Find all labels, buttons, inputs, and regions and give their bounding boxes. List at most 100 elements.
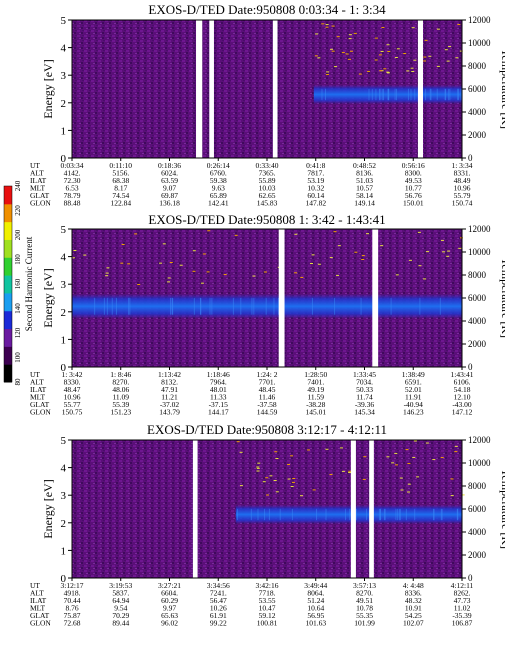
y-right-tick-label: 6000 — [468, 504, 487, 514]
y-tick-label: 4 — [61, 463, 67, 475]
table-cell: 65.89 — [210, 191, 227, 200]
speckle — [290, 455, 294, 457]
speckle — [105, 272, 109, 274]
speckle — [179, 264, 183, 266]
band-streak — [171, 297, 173, 315]
table-cell: 70.44 — [64, 596, 81, 605]
table-cell: 11.33 — [210, 393, 227, 402]
speckle — [167, 281, 171, 283]
speckle — [347, 58, 351, 60]
band-streak — [383, 508, 385, 521]
speckle — [207, 230, 211, 232]
band-streak — [410, 88, 412, 101]
table-cell: 6106. — [454, 378, 471, 387]
table-cell: 101.63 — [305, 619, 326, 628]
y-axis-label: Energy [eV] — [41, 479, 55, 538]
orbit-table: UT 3:12:17 3:19:53 3:27:21 3:34:56 3:42:16 3:4… — [30, 581, 474, 628]
y-axis-label: Energy [eV] — [41, 59, 55, 118]
data-gap — [209, 20, 214, 158]
table-cell: 5156. — [112, 169, 129, 178]
speckle — [454, 451, 458, 453]
speckle — [455, 57, 459, 59]
table-cell: 100.81 — [257, 619, 278, 628]
speckle — [275, 491, 279, 493]
row-label: GLON — [30, 619, 51, 628]
y-right-tick-label: 2000 — [468, 130, 487, 140]
speckle — [411, 70, 415, 72]
band-streak — [440, 508, 442, 521]
orbit-table: UT 1: 3:42 1: 8:46 1:13:42 1:18:46 1:24: 2 1:2… — [30, 370, 474, 417]
speckle — [348, 472, 352, 474]
colorbar-frame — [3, 185, 13, 383]
speckle — [159, 262, 163, 264]
colorbar-segment — [4, 203, 12, 223]
band-streak — [349, 508, 351, 521]
y-tick-label: 4 — [61, 43, 67, 55]
speckle — [450, 478, 454, 480]
speckle — [309, 262, 313, 264]
colorbar-segment — [4, 257, 12, 276]
table-cell: 74.54 — [112, 191, 129, 200]
colorbar-tick-label: 120 — [14, 327, 22, 338]
speckle — [257, 462, 261, 464]
speckle — [387, 50, 391, 52]
colorbar-tick-label: 160 — [14, 278, 22, 289]
speckle — [457, 24, 461, 26]
speckle — [379, 70, 383, 72]
table-cell: 6.53 — [65, 184, 78, 193]
table-cell: 88.48 — [64, 199, 81, 208]
speckle — [341, 52, 345, 54]
colorbar-tick-label: 140 — [14, 303, 22, 314]
orbit-table: UT 0:03:34 0:11:10 0:18:36 0:26:14 0:33:40 0:4… — [30, 161, 473, 208]
data-gap — [278, 229, 285, 367]
speckle — [403, 53, 407, 55]
table-cell: 52.01 — [405, 385, 422, 394]
speckle — [167, 277, 171, 279]
table-cell: 51.24 — [307, 596, 324, 605]
table-cell: 151.23 — [110, 408, 131, 417]
table-cell: 122.84 — [110, 199, 131, 208]
speckle — [358, 73, 362, 75]
table-cell: 69.87 — [161, 191, 178, 200]
table-cell: 150.01 — [403, 199, 424, 208]
y-right-tick-label: 0 — [468, 153, 473, 163]
table-cell: 56.76 — [405, 191, 422, 200]
band-streak — [449, 88, 451, 101]
y-right-tick-label: 2000 — [468, 550, 487, 560]
table-cell: 48.06 — [112, 385, 129, 394]
band-streak — [236, 508, 238, 521]
band-streaks — [321, 88, 462, 101]
y-tick-label: 1 — [61, 545, 67, 557]
speckle — [348, 470, 352, 472]
speckle — [345, 53, 349, 55]
speckle — [386, 44, 390, 46]
row-label: ALT — [30, 169, 44, 178]
speckle — [341, 470, 345, 472]
colorbar-segment — [4, 186, 12, 205]
panel-title: EXOS-D/TED Date:950808 1: 3:42 - 1:43:41 — [148, 212, 385, 227]
band-streak — [414, 508, 416, 521]
row-label: ALT — [30, 378, 44, 387]
table-cell: 0:33:40 — [256, 161, 279, 170]
table-cell: 55.77 — [64, 400, 81, 409]
speckle — [380, 245, 384, 247]
speckle — [265, 477, 269, 479]
speckle — [413, 59, 417, 61]
speckle — [386, 456, 390, 458]
y-right-tick-label: 12000 — [468, 15, 491, 25]
table-cell: 8270. — [112, 378, 129, 387]
table-cell: 53.55 — [259, 596, 276, 605]
speckle — [72, 257, 76, 259]
speckle — [391, 462, 395, 464]
speckle — [325, 74, 329, 76]
data-gap — [417, 20, 423, 158]
band-streak — [324, 88, 326, 101]
table-cell: -37.58 — [257, 400, 277, 409]
speckle — [381, 27, 385, 29]
speckle — [407, 463, 411, 465]
table-cell: 58.14 — [356, 191, 373, 200]
band-streak — [265, 297, 267, 315]
speckle — [192, 250, 196, 252]
speckles — [314, 23, 463, 76]
row-label: MLT — [30, 604, 46, 613]
